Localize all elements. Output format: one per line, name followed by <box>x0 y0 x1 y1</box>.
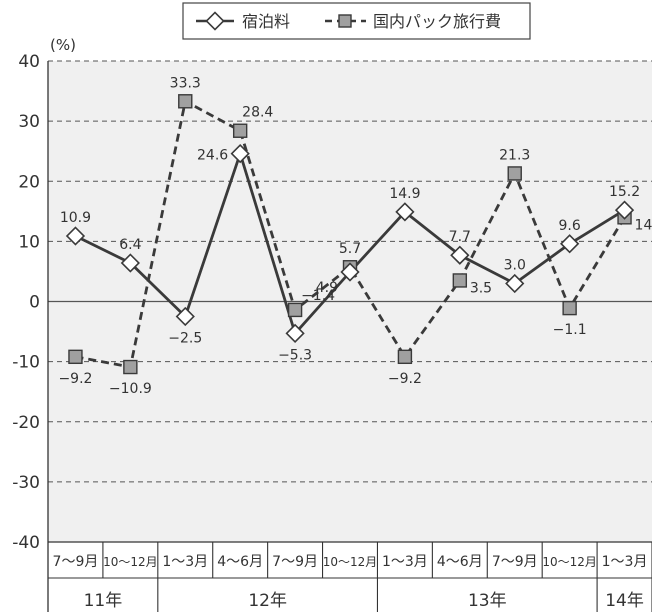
series-markers <box>65 94 635 375</box>
x-tick-label: 1〜3月 <box>382 554 428 570</box>
x-tick-label: 10〜12月 <box>323 555 378 569</box>
y-tick-label: -10 <box>12 353 40 373</box>
legend-marker-1 <box>205 11 225 31</box>
point-pack-tour <box>68 349 83 365</box>
x-tick-label: 7〜9月 <box>53 554 99 570</box>
data-label: 21.3 <box>499 147 530 163</box>
x-tick-label: 7〜9月 <box>492 554 538 570</box>
x-tick-label: 1〜3月 <box>162 554 208 570</box>
legend: 宿泊料 国内パック旅行費 <box>182 2 531 40</box>
data-label: 4.9 <box>316 280 338 296</box>
year-group-label: 13年 <box>468 591 507 611</box>
data-label: 14.0 <box>635 217 652 233</box>
y-tick-label: -40 <box>12 533 40 553</box>
x-tick-label: 4〜6月 <box>217 554 263 570</box>
point-accommodation <box>614 200 635 220</box>
legend-marker-2 <box>338 14 352 28</box>
x-tick-label: 10〜12月 <box>542 555 597 569</box>
data-label: 24.6 <box>197 148 228 164</box>
data-label: 7.7 <box>449 229 471 245</box>
year-group-label: 11年 <box>84 591 123 611</box>
y-tick-label: 10 <box>18 232 40 252</box>
y-tick-label: 20 <box>18 172 40 192</box>
point-pack-tour <box>287 302 303 318</box>
point-accommodation <box>560 234 580 254</box>
point-accommodation <box>505 273 525 294</box>
legend-label-2: 国内パック旅行費 <box>373 12 501 31</box>
x-axis: 7〜9月 10〜12月 1〜3月 4〜6月 7〜9月 10〜12月 1〜3月 4〜6月 7〜9月… <box>48 541 652 612</box>
y-tick-label: 30 <box>18 112 40 132</box>
data-label: 15.2 <box>609 184 640 200</box>
data-labels: 10.9 6.4 −2.5 24.6 −5.3 4.9 14.9 7.7 3.0 9.6 15.2 −… <box>58 75 652 397</box>
point-pack-tour <box>397 349 413 365</box>
point-pack-tour <box>178 94 193 109</box>
data-label: 10.9 <box>60 210 91 226</box>
point-accommodation <box>395 202 415 222</box>
data-label: 3.5 <box>470 280 492 296</box>
year-group-label: 14年 <box>605 591 644 611</box>
data-label: 5.7 <box>339 241 361 257</box>
y-axis: 40 30 20 10 0 -10 -20 -30 -40 <box>12 52 49 612</box>
year-group-label: 12年 <box>248 591 287 611</box>
x-tick-label: 1〜3月 <box>602 554 648 570</box>
point-pack-tour <box>123 359 138 375</box>
y-tick-label: -30 <box>12 473 40 493</box>
legend-box <box>182 2 531 40</box>
data-label: −9.2 <box>58 371 92 387</box>
y-tick-label: 0 <box>29 293 40 313</box>
data-label: 6.4 <box>119 237 141 253</box>
data-label: 9.6 <box>559 218 581 234</box>
data-label: −9.2 <box>388 371 422 387</box>
x-tick-label: 4〜6月 <box>437 554 483 570</box>
point-accommodation <box>285 323 305 343</box>
point-pack-tour <box>507 166 522 181</box>
x-tick-label: 7〜9月 <box>272 554 318 570</box>
point-accommodation <box>65 226 86 246</box>
data-label: 14.9 <box>389 186 420 202</box>
series-line-2 <box>75 99 626 369</box>
y-tick-label: -20 <box>12 413 40 433</box>
point-accommodation <box>450 245 470 265</box>
point-pack-tour <box>452 273 468 288</box>
data-label: −1.1 <box>553 322 587 338</box>
point-pack-tour <box>232 123 248 138</box>
point-accommodation <box>175 306 195 327</box>
data-label: −2.5 <box>168 331 202 347</box>
y-tick-label: 40 <box>18 52 40 72</box>
data-label: 28.4 <box>242 105 273 121</box>
data-label: 3.0 <box>504 257 526 273</box>
point-accommodation <box>340 262 360 282</box>
data-label: −1.4 <box>301 288 335 304</box>
legend-label-1: 宿泊料 <box>242 12 290 31</box>
x-tick-label: 10〜12月 <box>103 555 158 569</box>
data-label: −10.9 <box>109 381 152 397</box>
y-unit-label: (%) <box>50 36 76 54</box>
point-accommodation <box>120 253 140 273</box>
data-label: 33.3 <box>170 75 201 91</box>
point-pack-tour <box>562 300 577 316</box>
point-accommodation <box>230 143 250 164</box>
data-label: −5.3 <box>278 347 312 363</box>
